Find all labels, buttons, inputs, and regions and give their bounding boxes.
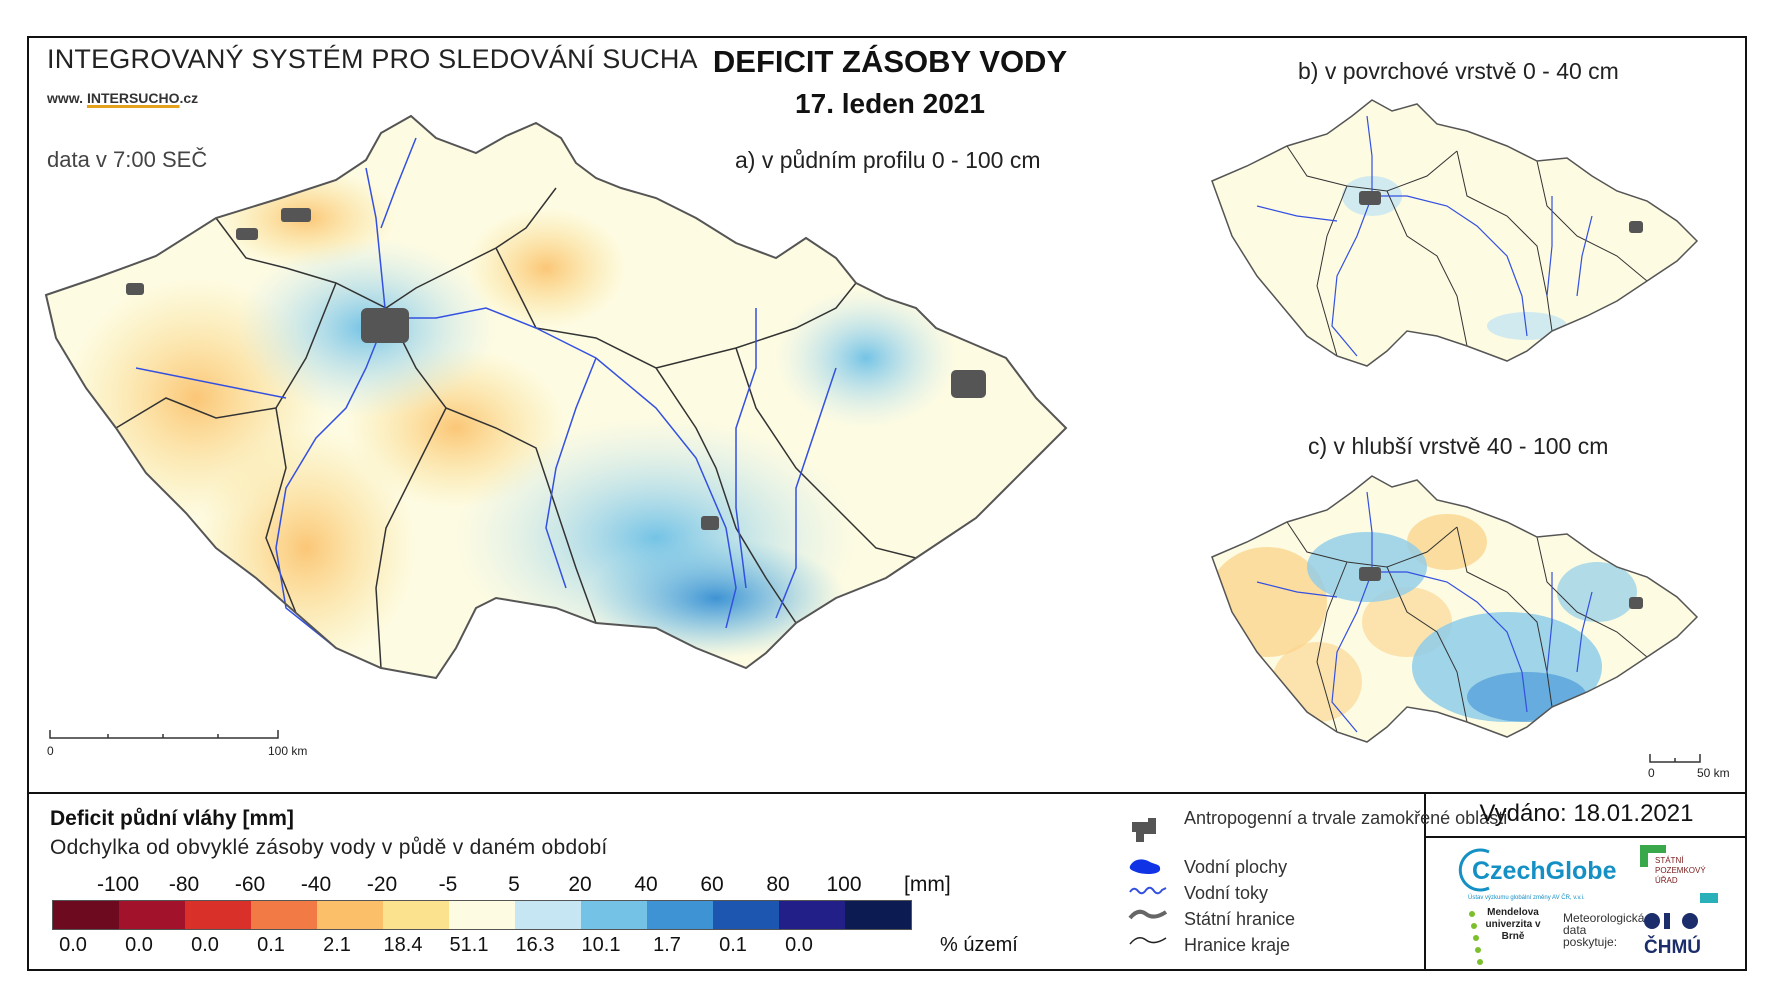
legend-swatch <box>119 901 185 929</box>
river-icon <box>1129 886 1167 895</box>
legend-tick-label: -5 <box>438 873 458 896</box>
legend-percent-value: 0.0 <box>785 934 813 956</box>
state-border-label: Státní hranice <box>1184 909 1296 929</box>
legend-unit: [mm] <box>904 873 951 896</box>
legend-tick-label: 20 <box>568 873 592 896</box>
legend-percent-value: 0.0 <box>59 934 87 956</box>
spu-logo: STÁTNÍ POZEMKOVÝ ÚŘAD <box>1655 856 1706 885</box>
data-time: data v 7:00 SEČ <box>47 147 208 172</box>
scale-a-start: 0 <box>47 744 54 758</box>
legend-subtitle: Odchylka od obvyklé zásoby vody v půdě v… <box>50 836 608 859</box>
chmu-logo-icon <box>1644 913 1698 929</box>
legend-tick-label: 60 <box>700 873 724 896</box>
legend-tick-label: 40 <box>634 873 658 896</box>
scale-bar-c <box>1649 754 1701 763</box>
divider-issued <box>1424 836 1747 838</box>
mendel-logo: Mendelova univerzita v Brně <box>1485 907 1541 942</box>
legend-tick-label: -60 <box>234 873 266 896</box>
website-link[interactable]: www. INTERSUCHO.cz <box>47 90 198 106</box>
legend-tick-label: -80 <box>168 873 200 896</box>
legend-percent-value: 51.1 <box>449 934 489 956</box>
legend-percent-value: 0.1 <box>257 934 285 956</box>
region-border-icon <box>1129 937 1167 945</box>
mendel-logo-icon <box>1469 911 1483 965</box>
legend-swatch <box>713 901 779 929</box>
page-date: 17. leden 2021 <box>795 88 985 119</box>
state-border-icon <box>1128 909 1168 920</box>
legend-swatch <box>251 901 317 929</box>
legend-title: Deficit půdní vláhy [mm] <box>50 807 294 830</box>
legend-percent-value: 10.1 <box>581 934 621 956</box>
legend-swatch <box>779 901 845 929</box>
legend-tick-label: -40 <box>300 873 332 896</box>
czechglobe-logo: CzechGlobe <box>1472 857 1617 885</box>
legend-tick-label: -20 <box>366 873 398 896</box>
scale-c-start: 0 <box>1648 766 1655 780</box>
legend-percent-value: 0.1 <box>719 934 747 956</box>
scale-a-end: 100 km <box>268 744 308 758</box>
url-main: INTERSUCHO <box>86 90 180 106</box>
legend-swatch <box>581 901 647 929</box>
legend-swatch <box>383 901 449 929</box>
met-data-label: Meteorologická data poskytuje: <box>1563 911 1645 949</box>
legend-ticks: -100 -80 -60 -40 -20 -5 5 20 40 60 80 100 <box>52 873 982 897</box>
legend-swatch <box>53 901 119 929</box>
scale-c-end: 50 km <box>1697 766 1730 780</box>
page-title: DEFICIT ZÁSOBY VODY <box>712 44 1068 79</box>
water-body-icon <box>1129 859 1161 875</box>
water-bodies-label: Vodní plochy <box>1184 857 1288 877</box>
divider-horizontal <box>27 792 1747 794</box>
spu-logo-icon <box>1640 845 1718 903</box>
legend-percent-value: 0.0 <box>191 934 219 956</box>
legend-swatch <box>647 901 713 929</box>
legend-swatch <box>449 901 515 929</box>
legend-percent-value: 0.0 <box>125 934 153 956</box>
legend-color-bar <box>52 900 912 930</box>
rivers-label: Vodní toky <box>1184 883 1269 903</box>
legend-percent-value: 18.4 <box>383 934 423 956</box>
map-b <box>1211 99 1699 367</box>
divider-vertical <box>1424 792 1426 971</box>
legend-percentages: 0.0 0.0 0.0 0.1 2.1 18.4 51.1 16.3 10.1 1.7 0.1 0.0 <box>52 934 982 958</box>
legend-percent-value: 2.1 <box>323 934 351 956</box>
map-frame <box>27 36 1747 971</box>
legend-percent-value: 1.7 <box>653 934 681 956</box>
map-b-label: b) v povrchové vrstvě 0 - 40 cm <box>1298 58 1619 84</box>
legend-percent-unit: % území <box>940 934 1018 956</box>
region-border-label: Hranice kraje <box>1184 935 1291 955</box>
anthropogenic-area-icon <box>1132 818 1156 842</box>
legend-swatch <box>185 901 251 929</box>
anthropogenic-label: Antropogenní a trvale zamokřené oblasti <box>1184 808 1508 828</box>
legend-swatch <box>317 901 383 929</box>
legend-tick-label: 5 <box>508 873 520 896</box>
legend-tick-label: -100 <box>96 873 140 896</box>
url-suffix: .cz <box>179 90 199 106</box>
scale-bar-a <box>49 730 279 739</box>
issued-date: Vydáno: 18.01.2021 <box>1479 800 1694 827</box>
legend-tick-label: 100 <box>826 873 862 896</box>
system-title: INTEGROVANÝ SYSTÉM PRO SLEDOVÁNÍ SUCHA <box>47 44 698 74</box>
map-c <box>1211 475 1699 743</box>
map-c-label: c) v hlubší vrstvě 40 - 100 cm <box>1308 433 1609 459</box>
legend-swatch <box>845 901 911 929</box>
map-a <box>44 114 1068 680</box>
czechglobe-logo-icon <box>1458 848 1490 892</box>
legend-percent-value: 16.3 <box>515 934 555 956</box>
url-prefix: www. <box>47 90 84 106</box>
map-a-label: a) v půdním profilu 0 - 100 cm <box>735 147 1041 173</box>
legend-swatch <box>515 901 581 929</box>
czechglobe-subtitle: Ústav výzkumu globální změny AV ČR, v.v.… <box>1468 895 1585 901</box>
legend-tick-label: 80 <box>766 873 790 896</box>
chmu-logo: ČHMÚ <box>1644 937 1701 958</box>
